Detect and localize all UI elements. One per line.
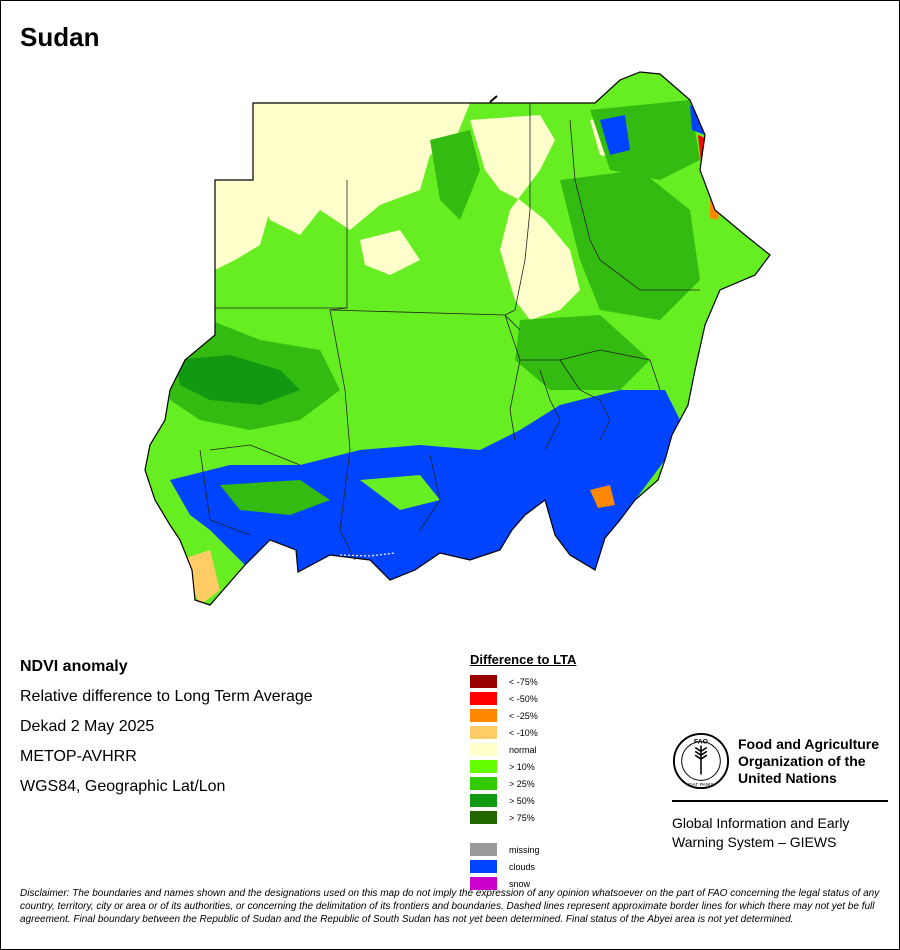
dark-green-zone-west (175, 355, 300, 405)
legend-swatch (470, 726, 497, 739)
fao-name: Food and Agriculture Organization of the… (738, 736, 880, 786)
product-name: NDVI anomaly (20, 658, 128, 675)
legend-class-row: normal (470, 741, 576, 758)
legend-extra-row: missing (470, 841, 576, 858)
legend-label: > 10% (509, 761, 535, 772)
cloud-patch-northeast (600, 115, 630, 155)
green-patch-in-clouds (220, 480, 330, 515)
legend: Difference to LTA < -75% < -50% < -25% < -1… (470, 652, 576, 892)
sudan-border (144, 71, 771, 606)
legend-label: > 25% (509, 778, 535, 789)
normal-patch (360, 230, 420, 275)
ndvi-anomaly-map (144, 71, 771, 606)
legend-label: snow (509, 878, 531, 889)
legend-class-row: > 10% (470, 758, 576, 775)
disclaimer-text: Disclaimer: The boundaries and names sho… (20, 888, 880, 925)
legend-swatch (470, 692, 497, 705)
green-zone-north (430, 130, 480, 220)
legend-label: > 75% (509, 812, 535, 823)
normal-area-north (253, 103, 470, 235)
legend-swatch (470, 760, 497, 773)
legend-label: normal (509, 744, 537, 755)
legend-class-row: < -25% (470, 707, 576, 724)
legend-extra-row: snow (470, 875, 576, 892)
normal-area-northwest (215, 180, 270, 270)
giews-name: Global Information and Early Warning Sys… (672, 815, 850, 850)
fao-emblem-icon: FAO FIAT PANIS (672, 732, 730, 790)
legend-label: missing (509, 844, 540, 855)
svg-text:FAO: FAO (694, 739, 708, 746)
product-description: Relative difference to Long Term Average (20, 688, 313, 705)
sensor-name: METOP-AVHRR (20, 748, 137, 765)
green-zone-gezira (515, 315, 650, 390)
legend-heading: Difference to LTA (470, 652, 577, 667)
legend-label: < -50% (509, 693, 538, 704)
legend-swatch (470, 843, 497, 856)
legend-class-row: < -50% (470, 690, 576, 707)
map-title: Sudan (20, 22, 100, 52)
map-info: NDVI anomaly Relative difference to Long… (20, 656, 313, 806)
fao-divider (672, 800, 888, 802)
legend-swatch (470, 877, 497, 890)
moderate-negative-anomaly-southeast (590, 485, 615, 508)
legend-swatch (470, 743, 497, 756)
legend-label: clouds (509, 861, 536, 872)
normal-area-center (470, 115, 580, 320)
legend-extra-row: clouds (470, 858, 576, 875)
legend-swatch (470, 860, 497, 873)
legend-label: < -10% (509, 727, 538, 738)
legend-label: < -75% (509, 676, 538, 687)
legend-class-row: > 25% (470, 775, 576, 792)
green-zone-east (560, 170, 700, 320)
green-patch-in-clouds-2 (360, 475, 440, 510)
legend-class-row: < -10% (470, 724, 576, 741)
state-boundaries (199, 103, 700, 561)
legend-swatch (470, 675, 497, 688)
legend-class-row: < -75% (470, 673, 576, 690)
legend-swatch (470, 794, 497, 807)
legend-class-row: > 50% (470, 792, 576, 809)
legend-swatch (470, 709, 497, 722)
legend-label: > 50% (509, 795, 535, 806)
product-date: Dekad 2 May 2025 (20, 718, 155, 735)
svg-text:FIAT PANIS: FIAT PANIS (688, 782, 714, 788)
projection: WGS84, Geographic Lat/Lon (20, 778, 226, 795)
legend-swatch (470, 811, 497, 824)
halaib-marker (489, 95, 498, 103)
legend-class-row: > 75% (470, 809, 576, 826)
legend-swatch (470, 777, 497, 790)
legend-label: < -25% (509, 710, 538, 721)
